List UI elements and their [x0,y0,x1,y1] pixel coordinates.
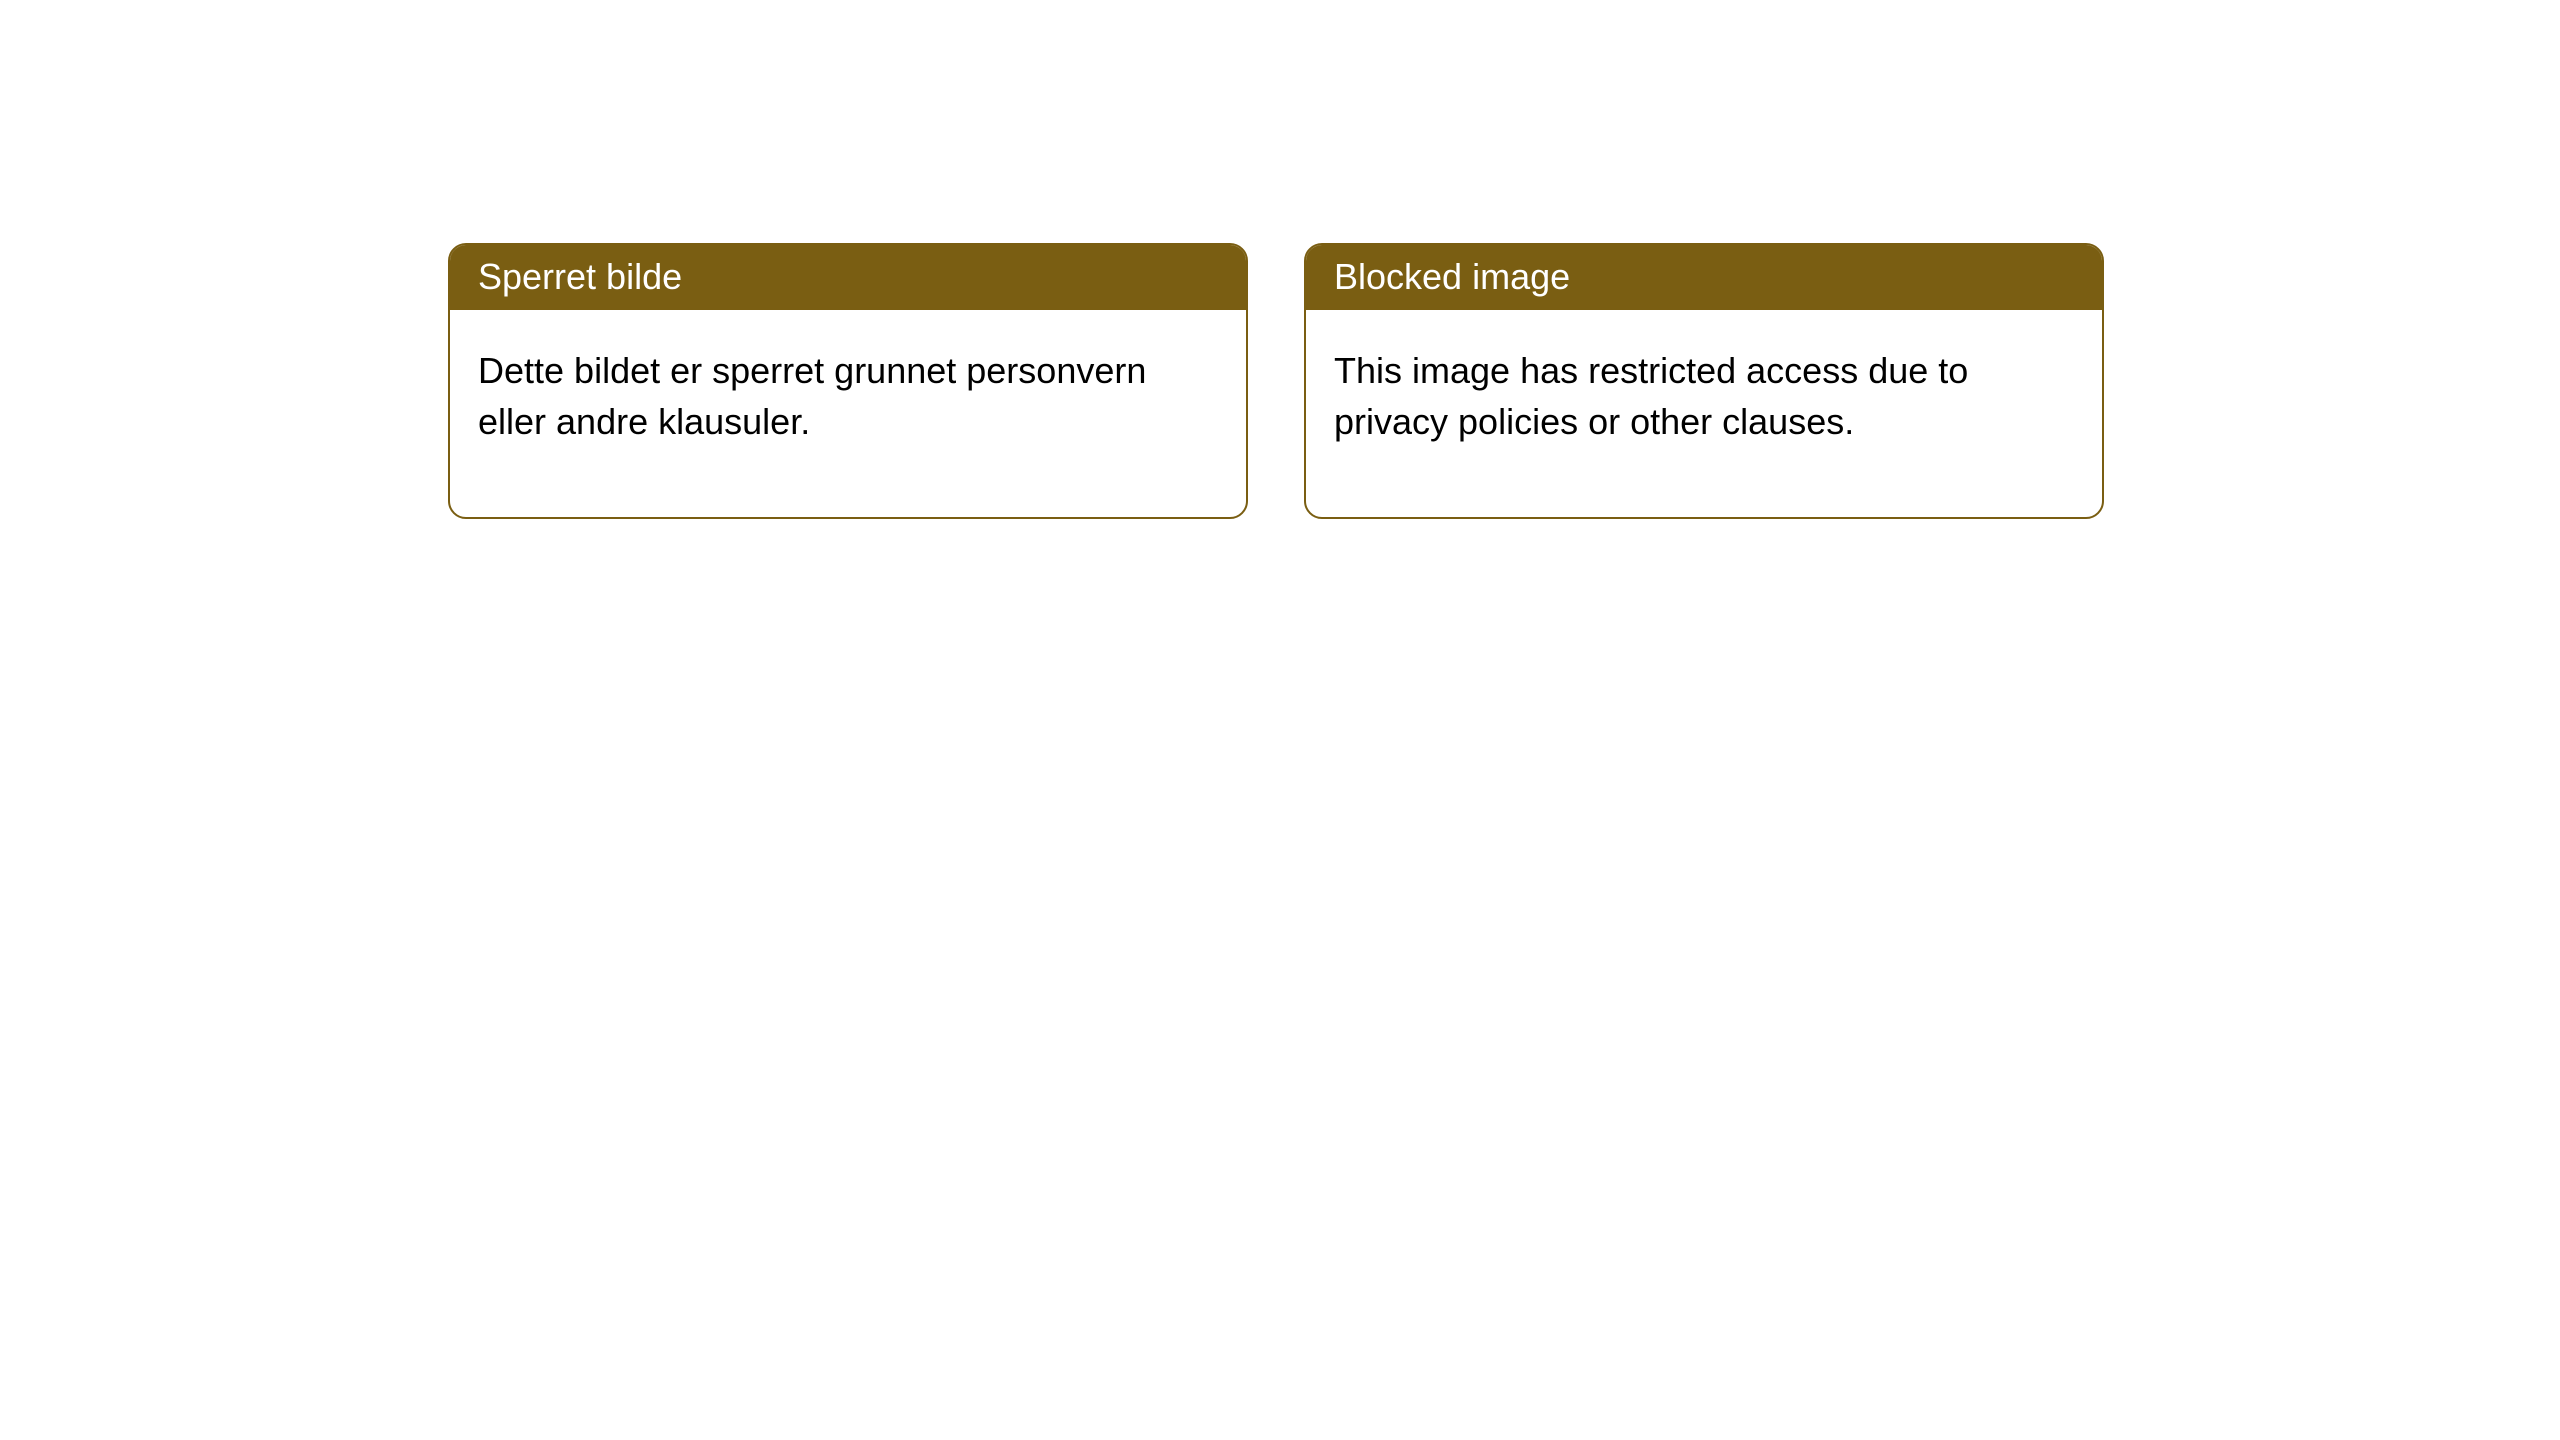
notice-card-no: Sperret bilde Dette bildet er sperret gr… [448,243,1248,519]
notice-card-en: Blocked image This image has restricted … [1304,243,2104,519]
notice-title-no: Sperret bilde [450,245,1246,310]
notice-container: Sperret bilde Dette bildet er sperret gr… [0,0,2560,519]
notice-title-en: Blocked image [1306,245,2102,310]
notice-body-no: Dette bildet er sperret grunnet personve… [450,310,1246,517]
notice-body-en: This image has restricted access due to … [1306,310,2102,517]
